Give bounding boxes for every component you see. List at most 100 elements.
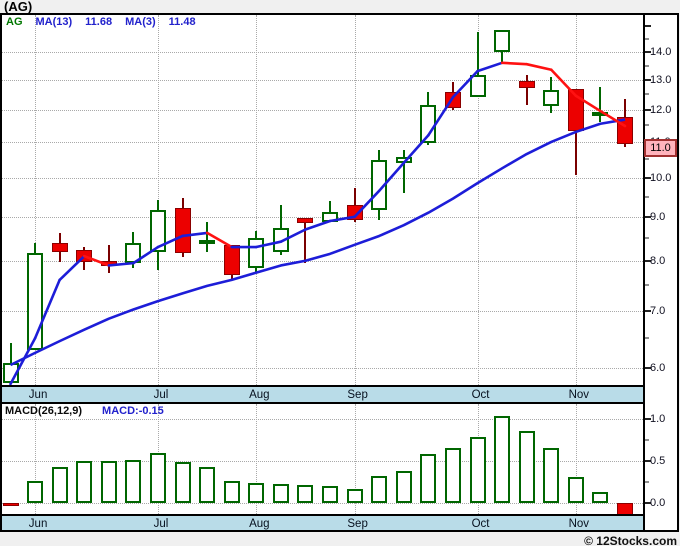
price-axis-label: 10.0 (650, 171, 672, 184)
price-axis-tick (645, 176, 651, 179)
symbol-label: AG (6, 16, 23, 28)
macd-bar-positive (297, 485, 314, 503)
price-axis-tick (645, 93, 649, 96)
candle-body-up (149, 209, 166, 252)
month-label: Oct (471, 518, 490, 530)
price-axis-tick (645, 78, 651, 81)
macd-gridline (2, 461, 643, 462)
price-axis-tick (645, 108, 651, 111)
ma3-line-rising-segment (181, 231, 209, 238)
month-label: Sep (347, 389, 368, 401)
chart-border-right (677, 13, 679, 532)
ma13-legend-label: MA(13) (35, 16, 73, 28)
candle-body-up (272, 228, 289, 252)
candle-wick-down (353, 188, 356, 222)
macd-bar-positive (518, 430, 535, 503)
macd-bar-positive (567, 476, 584, 503)
candle-body-down (346, 205, 363, 220)
candle-body-down (174, 207, 191, 253)
ma13-legend-value: 11.68 (85, 16, 113, 28)
ma3-line-rising-segment (377, 161, 406, 193)
month-label: Jul (153, 518, 169, 530)
ma13-line (9, 118, 626, 367)
ma3-legend-value: 11.48 (168, 16, 196, 28)
ma3-line-rising-segment (353, 189, 381, 219)
price-gridline (2, 260, 643, 262)
ma3-line-rising-segment (156, 234, 184, 249)
month-gridline (256, 15, 258, 385)
month-label: Nov (568, 389, 590, 401)
price-axis-label: 13.0 (650, 73, 672, 86)
chart-border-top (0, 13, 679, 15)
macd-label: MACD(26,12,9) (5, 405, 83, 417)
ma3-line-rising-segment (427, 95, 455, 137)
price-axis-tick (645, 124, 649, 127)
macd-bar-positive (444, 448, 461, 503)
ma3-line-rising-segment (33, 278, 61, 340)
macd-bar-positive (322, 486, 339, 503)
macd-bar-positive (371, 476, 388, 503)
price-gridline (2, 79, 643, 81)
month-gridline (35, 15, 37, 385)
month-gridline (354, 404, 356, 514)
ma3-line-rising-segment (58, 254, 86, 282)
ma3-legend-label: MA(3) (125, 16, 156, 28)
ma3-line-falling-segment (500, 61, 528, 66)
ma3-line-rising-segment (9, 336, 37, 386)
price-axis-tick (645, 195, 649, 198)
candle-body-down (297, 217, 314, 224)
price-gridline (2, 368, 643, 370)
price-axis-label: 9.0 (650, 210, 666, 223)
macd-axis-label: 0.0 (650, 497, 666, 509)
price-gridline (2, 177, 643, 179)
macd-bar-positive (469, 436, 486, 503)
candle-body-up (371, 160, 388, 210)
price-axis-label: 12.0 (650, 103, 672, 116)
macd-gridline (2, 419, 643, 420)
price-axis-margin (645, 15, 677, 530)
ma3-line-falling-segment (599, 109, 627, 128)
candle-wick-up (599, 86, 602, 123)
ma3-line-rising-segment (132, 245, 160, 265)
macd-bar-positive (420, 454, 437, 503)
price-chart-plot-area (2, 15, 643, 385)
macd-axis-label: 1.0 (650, 413, 666, 425)
price-axis-label: 6.0 (650, 362, 666, 375)
price-axis-tick (645, 25, 651, 28)
chart-border-left (0, 13, 2, 532)
month-label: Oct (471, 389, 490, 401)
ma3-line-rising-segment (304, 219, 332, 231)
macd-axis-label: 0.5 (650, 455, 666, 467)
macd-bar-positive (51, 466, 68, 503)
ma3-line-rising-segment (107, 261, 135, 267)
macd-bar-positive (125, 460, 142, 503)
price-axis-tick (645, 237, 649, 240)
ma3-line-rising-segment (328, 215, 356, 223)
candle-wick-up (9, 342, 12, 383)
macd-bar-positive (494, 415, 511, 503)
candle-body-up (199, 239, 216, 244)
price-axis-tick (645, 158, 649, 161)
price-gridline (2, 52, 643, 53)
price-axis-label: 14.0 (650, 46, 672, 58)
price-axis-tick (645, 283, 649, 286)
ma3-line-falling-segment (549, 68, 578, 98)
chart-border-bottom (0, 530, 679, 532)
ma3-line-falling-segment (205, 231, 234, 249)
candle-wick-down (525, 75, 528, 106)
candle-wick-up (329, 200, 332, 222)
candle-wick-up (402, 150, 405, 194)
watermark-link[interactable]: © 12Stocks.com (584, 534, 677, 546)
macd-axis-tick (645, 502, 651, 504)
price-axis-label: 8.0 (650, 254, 666, 267)
month-gridline (35, 404, 37, 514)
ma3-line-falling-segment (525, 62, 553, 72)
ma3-line-rising-segment (451, 69, 479, 99)
price-axis-tick (645, 37, 649, 40)
macd-bar-positive (395, 471, 412, 503)
month-label: Jun (28, 389, 48, 401)
price-axis-tick (645, 367, 651, 370)
month-label: Jun (28, 518, 48, 530)
moving-average-lines (9, 61, 627, 386)
